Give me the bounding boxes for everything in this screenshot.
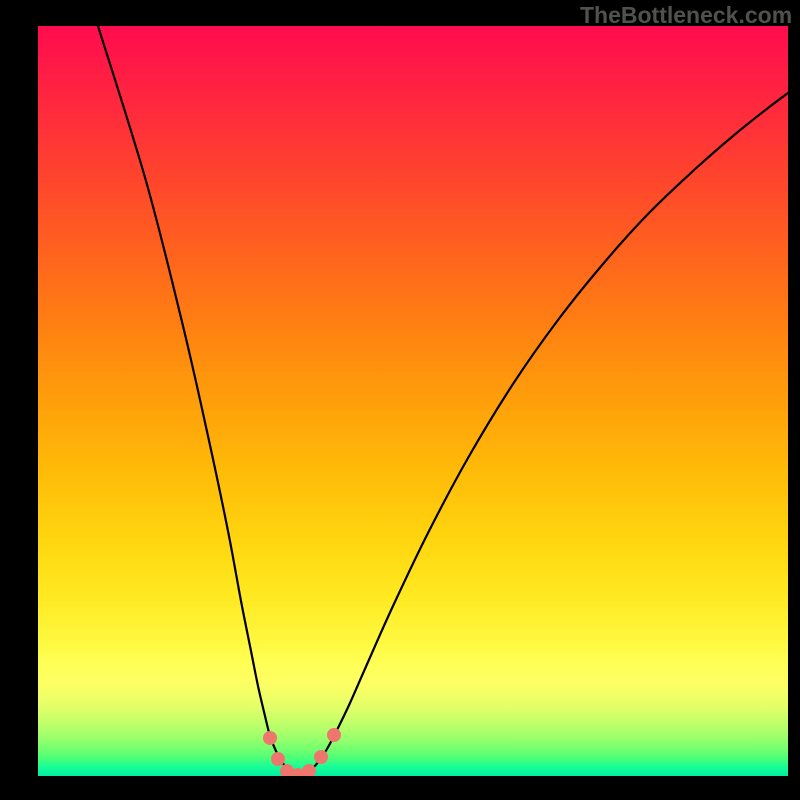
- trough-dots: [38, 26, 788, 776]
- trough-dot: [263, 731, 277, 745]
- plot-area: [38, 26, 788, 776]
- trough-dot: [302, 764, 316, 776]
- watermark-text: TheBottleneck.com: [580, 2, 792, 29]
- trough-dot: [327, 728, 341, 742]
- trough-dot: [314, 750, 328, 764]
